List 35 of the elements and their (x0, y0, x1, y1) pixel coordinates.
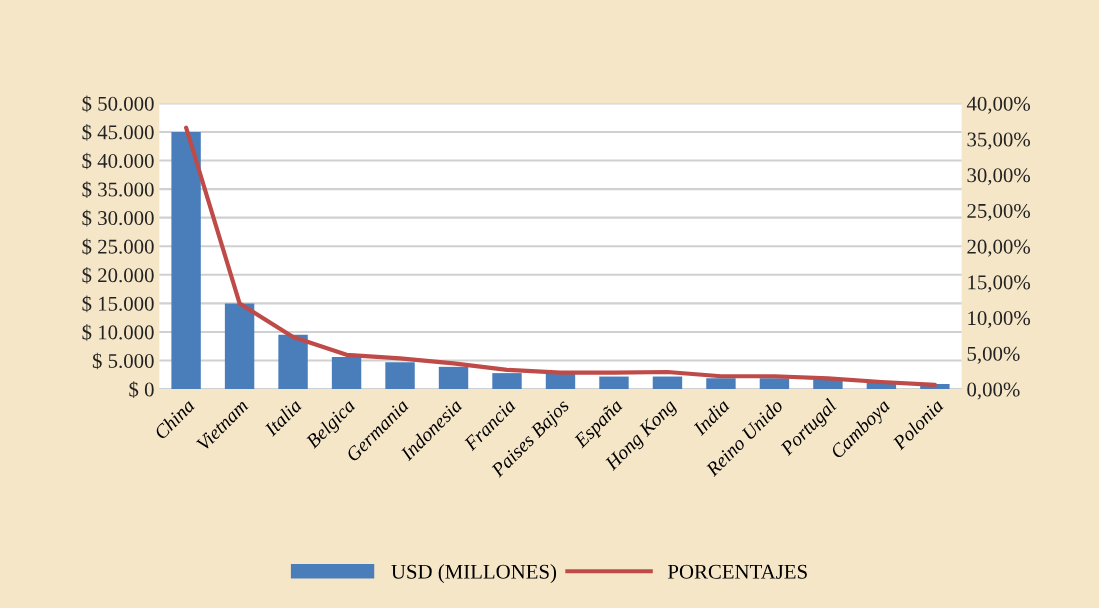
y-tick-label: $ 30.000 (82, 209, 154, 227)
bar (759, 378, 790, 390)
y2-tick-label: 25,00% (967, 203, 1030, 221)
y-tick-label: $ 10.000 (82, 324, 154, 341)
y-tick-label: $ 40.000 (82, 152, 154, 170)
y2-tick-label: 35,00% (967, 132, 1030, 150)
legend-label: USD (MILLONES) (391, 564, 557, 583)
bar (438, 366, 469, 390)
y2-tick-label: 5,00% (967, 346, 1020, 364)
y-tick-label: $ 15.000 (82, 295, 154, 313)
y-tick-label: $ 25.000 (82, 238, 154, 256)
bar (652, 376, 683, 390)
bar (224, 303, 255, 390)
bar (599, 376, 629, 390)
y-tick-label: $ 45.000 (82, 124, 154, 141)
bar (331, 357, 362, 390)
bar (385, 362, 415, 390)
y-tick-label: $ 50.000 (82, 95, 154, 113)
y-tick-label: $ 35.000 (82, 181, 154, 198)
y2-tick-label: 0,00% (967, 382, 1020, 400)
y-tick-label: $ 5.000 (92, 352, 154, 370)
y2-tick-label: 20,00% (967, 239, 1030, 257)
line-series (184, 125, 937, 387)
bar (706, 378, 736, 390)
bar (278, 334, 308, 390)
y-tick-label: $ 20.000 (82, 266, 154, 284)
bar (171, 131, 201, 390)
legend-label: PORCENTAJES (667, 564, 807, 579)
bar (492, 373, 522, 390)
bar (545, 373, 576, 390)
y-tick-label: $ 0 (129, 381, 154, 398)
y2-tick-label: 15,00% (968, 275, 1030, 293)
y2-tick-label: 40,00% (966, 96, 1030, 114)
y2-tick-label: 30,00% (967, 168, 1030, 186)
y2-tick-label: 10,00% (968, 311, 1030, 329)
